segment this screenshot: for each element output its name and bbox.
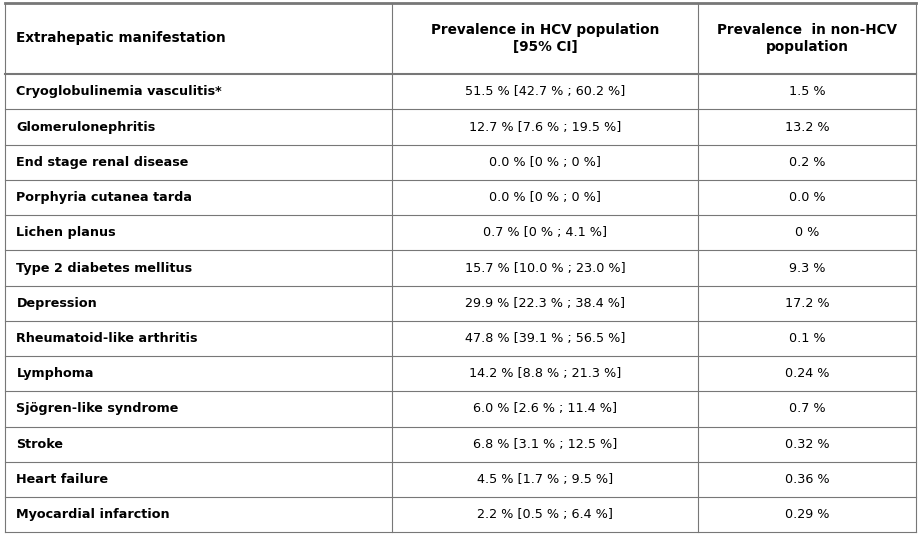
Text: Depression: Depression xyxy=(17,297,98,310)
Text: 6.8 % [3.1 % ; 12.5 %]: 6.8 % [3.1 % ; 12.5 %] xyxy=(472,438,617,450)
Text: 13.2 %: 13.2 % xyxy=(785,120,829,134)
Text: Prevalence in HCV population
[95% CI]: Prevalence in HCV population [95% CI] xyxy=(431,23,659,54)
Text: 0.24 %: 0.24 % xyxy=(785,367,829,380)
Text: 6.0 % [2.6 % ; 11.4 %]: 6.0 % [2.6 % ; 11.4 %] xyxy=(472,402,617,416)
Text: 51.5 % [42.7 % ; 60.2 %]: 51.5 % [42.7 % ; 60.2 %] xyxy=(465,85,625,98)
Text: 0.32 %: 0.32 % xyxy=(785,438,829,450)
Text: End stage renal disease: End stage renal disease xyxy=(17,156,189,169)
Text: 0 %: 0 % xyxy=(795,226,819,239)
Text: 0.0 %: 0.0 % xyxy=(788,191,825,204)
Text: 0.2 %: 0.2 % xyxy=(788,156,825,169)
Text: 12.7 % [7.6 % ; 19.5 %]: 12.7 % [7.6 % ; 19.5 %] xyxy=(469,120,621,134)
Text: 47.8 % [39.1 % ; 56.5 %]: 47.8 % [39.1 % ; 56.5 %] xyxy=(465,332,625,345)
Text: 0.0 % [0 % ; 0 %]: 0.0 % [0 % ; 0 %] xyxy=(489,156,600,169)
Text: 9.3 %: 9.3 % xyxy=(788,262,825,274)
Text: 0.29 %: 0.29 % xyxy=(785,508,829,521)
Text: 1.5 %: 1.5 % xyxy=(788,85,825,98)
Text: 0.1 %: 0.1 % xyxy=(788,332,825,345)
Text: 14.2 % [8.8 % ; 21.3 %]: 14.2 % [8.8 % ; 21.3 %] xyxy=(469,367,621,380)
Text: Glomerulonephritis: Glomerulonephritis xyxy=(17,120,156,134)
Text: Stroke: Stroke xyxy=(17,438,64,450)
Text: Porphyria cutanea tarda: Porphyria cutanea tarda xyxy=(17,191,192,204)
Text: Rheumatoid-like arthritis: Rheumatoid-like arthritis xyxy=(17,332,198,345)
Text: Sjögren-like syndrome: Sjögren-like syndrome xyxy=(17,402,179,416)
Text: 0.7 % [0 % ; 4.1 %]: 0.7 % [0 % ; 4.1 %] xyxy=(483,226,607,239)
Text: 4.5 % [1.7 % ; 9.5 %]: 4.5 % [1.7 % ; 9.5 %] xyxy=(477,473,612,486)
Text: 0.7 %: 0.7 % xyxy=(788,402,825,416)
Text: 2.2 % [0.5 % ; 6.4 %]: 2.2 % [0.5 % ; 6.4 %] xyxy=(477,508,612,521)
Text: Prevalence  in non-HCV
population: Prevalence in non-HCV population xyxy=(717,23,897,54)
Text: Lymphoma: Lymphoma xyxy=(17,367,94,380)
Text: Cryoglobulinemia vasculitis*: Cryoglobulinemia vasculitis* xyxy=(17,85,222,98)
Text: 17.2 %: 17.2 % xyxy=(785,297,829,310)
Text: 15.7 % [10.0 % ; 23.0 %]: 15.7 % [10.0 % ; 23.0 %] xyxy=(464,262,625,274)
Text: Extrahepatic manifestation: Extrahepatic manifestation xyxy=(17,32,227,45)
Text: 0.0 % [0 % ; 0 %]: 0.0 % [0 % ; 0 %] xyxy=(489,191,600,204)
Text: 29.9 % [22.3 % ; 38.4 %]: 29.9 % [22.3 % ; 38.4 %] xyxy=(465,297,624,310)
Text: Heart failure: Heart failure xyxy=(17,473,109,486)
Text: 0.36 %: 0.36 % xyxy=(785,473,829,486)
Text: Myocardial infarction: Myocardial infarction xyxy=(17,508,170,521)
Text: Type 2 diabetes mellitus: Type 2 diabetes mellitus xyxy=(17,262,192,274)
Text: Lichen planus: Lichen planus xyxy=(17,226,116,239)
